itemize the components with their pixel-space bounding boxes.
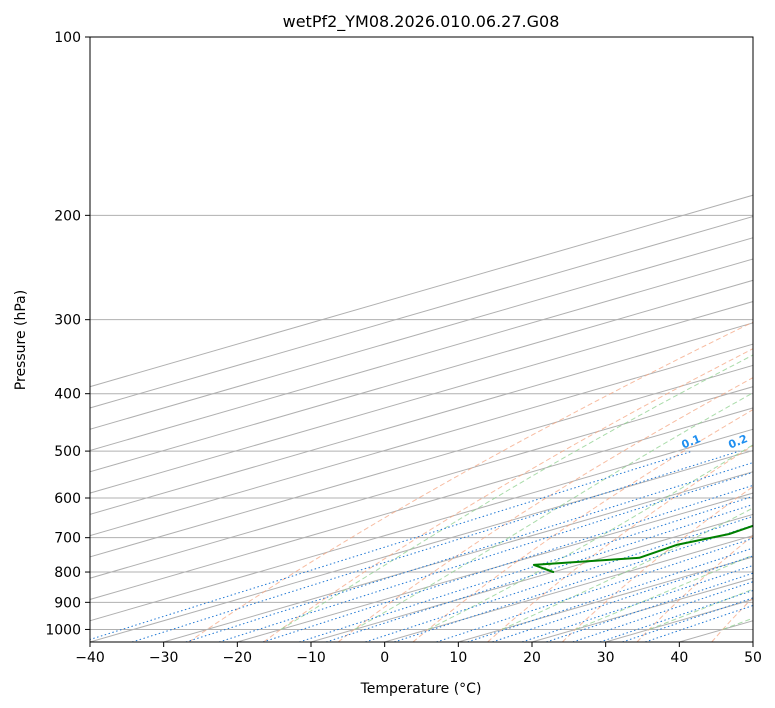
isotherm-line xyxy=(531,577,753,642)
isotherm-line xyxy=(163,471,753,642)
y-tick-label: 700 xyxy=(54,531,81,547)
mixing-ratio-line xyxy=(492,555,753,642)
y-tick-label: 600 xyxy=(54,491,81,507)
x-tick-label: 40 xyxy=(670,650,688,666)
isotherm-line xyxy=(90,407,753,600)
isotherm-line xyxy=(90,322,753,515)
x-tick-label: 20 xyxy=(523,650,541,666)
moist-adiabat xyxy=(575,554,753,630)
mixing-ratio-line xyxy=(299,495,753,642)
mixing-ratio-line xyxy=(645,604,753,642)
mixing-ratio-line xyxy=(622,597,753,642)
y-tick-label: 400 xyxy=(54,387,81,403)
y-tick-label: 300 xyxy=(54,313,81,329)
isotherm-line xyxy=(237,492,753,642)
mixing-ratio-line xyxy=(394,524,753,642)
x-axis-label: Temperature (°C) xyxy=(360,681,482,697)
mixing-ratio-line xyxy=(325,503,753,642)
moist-adiabat xyxy=(648,588,753,630)
plot-area xyxy=(90,37,753,642)
y-tick-label: 200 xyxy=(54,208,81,224)
isotherm-line xyxy=(90,279,753,473)
isotherm-line xyxy=(90,301,753,494)
isotherm-line xyxy=(384,535,753,642)
isotherm-line xyxy=(90,215,753,409)
x-tick-label: 30 xyxy=(597,650,615,666)
isotherm-line xyxy=(90,237,753,430)
moist-adiabat xyxy=(427,444,753,630)
isotherm-line xyxy=(458,556,753,642)
isotherm-line xyxy=(90,428,753,622)
isotherm-line xyxy=(605,598,753,642)
isotherm-line xyxy=(310,513,753,642)
moist-adiabat xyxy=(501,507,753,630)
isotherm-line xyxy=(90,386,753,579)
y-tick-label: 500 xyxy=(54,444,81,460)
dry-adiabat xyxy=(711,596,753,642)
dry-adiabat xyxy=(188,321,753,642)
y-axis-label: Pressure (hPa) xyxy=(13,290,29,390)
mixing-ratio-line xyxy=(90,450,693,640)
dry-adiabat xyxy=(263,348,753,642)
mixing-ratio-label: 0.2 xyxy=(727,432,750,451)
x-tick-label: 50 xyxy=(744,650,762,666)
isotherm-line xyxy=(90,449,753,642)
dry-adiabat xyxy=(561,486,753,642)
y-tick-label: 1000 xyxy=(45,622,81,638)
mixing-ratio-line xyxy=(262,484,753,642)
dry-adiabat xyxy=(412,409,753,642)
chart-title: wetPf2_YM08.2026.010.06.27.G08 xyxy=(283,12,560,32)
isotherm-line xyxy=(752,641,753,642)
isotherm-line xyxy=(90,194,753,388)
y-tick-label: 100 xyxy=(54,30,81,46)
x-tick-label: −20 xyxy=(223,650,253,666)
mixing-ratio-line xyxy=(218,471,753,642)
dry-adiabat xyxy=(636,534,753,642)
x-tick-label: −40 xyxy=(75,650,105,666)
isopleth-labels: 0.10.20.40.611.52346810131620253036-100-… xyxy=(680,432,750,451)
mixing-ratio-line xyxy=(185,462,753,642)
moist-adiabat xyxy=(354,392,753,630)
dewpoint-profile xyxy=(532,524,753,573)
y-tick-label: 800 xyxy=(54,565,81,581)
x-tick-label: −10 xyxy=(296,650,326,666)
mixing-ratio-label: 0.1 xyxy=(680,432,703,451)
mixing-ratio-line xyxy=(365,515,753,642)
plot-frame xyxy=(89,36,754,643)
y-tick-label: 900 xyxy=(54,595,81,611)
isotherm-line xyxy=(90,258,753,452)
mixing-ratio-line xyxy=(131,450,740,642)
x-tick-label: −30 xyxy=(149,650,179,666)
axes: −40 −30 −20 −10 0 10 20 30 40 50 1000 900 800 700 600 5… xyxy=(45,30,762,666)
x-tick-label: 10 xyxy=(449,650,467,666)
isotherm-line xyxy=(90,364,753,558)
mixing-ratio-line xyxy=(546,572,753,642)
x-tick-label: 0 xyxy=(380,650,389,666)
